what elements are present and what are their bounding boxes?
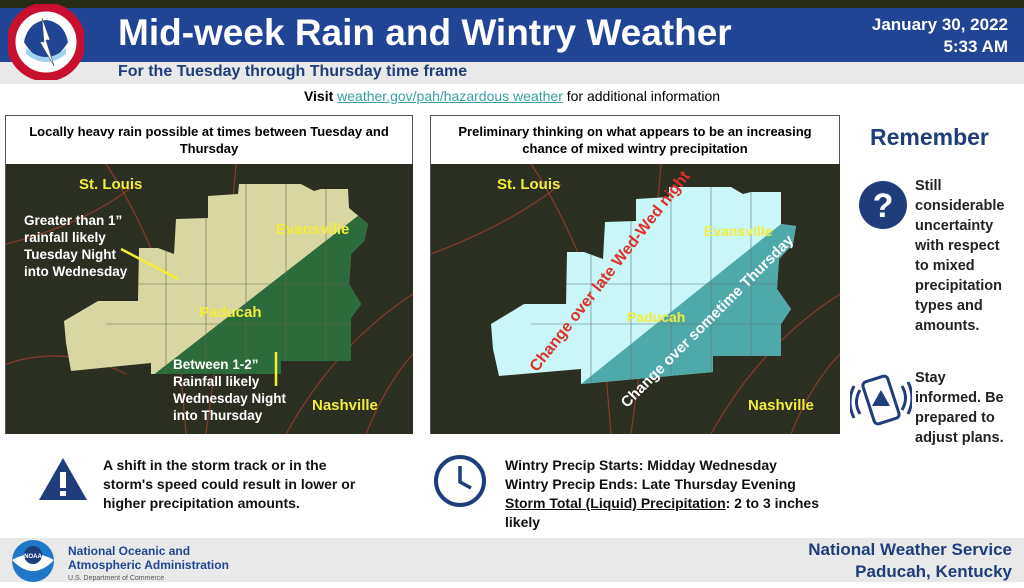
rain-panel-title: Locally heavy rain possible at times bet… — [29, 124, 389, 156]
text-line: National Oceanic and — [68, 544, 191, 558]
wintry-panel: Preliminary thinking on what appears to … — [430, 115, 840, 434]
text-line: types and — [915, 298, 983, 314]
arrow-heavy — [120, 247, 179, 281]
annotation-line: into Thursday — [173, 408, 263, 423]
nws-logo — [8, 4, 84, 80]
svg-text:?: ? — [873, 187, 894, 225]
city-st-louis: St. Louis — [497, 176, 561, 193]
text-line: amounts. — [915, 318, 980, 334]
wintry-map — [431, 164, 840, 434]
top-bar — [0, 0, 1024, 8]
warning-icon — [39, 458, 87, 500]
rain-panel: Locally heavy rain possible at times bet… — [5, 115, 413, 434]
city-evansville: Evansville — [704, 223, 773, 239]
city-evansville: Evansville — [276, 221, 350, 238]
visit-suffix: for additional information — [566, 88, 721, 104]
storm-total: Storm Total (Liquid) Precipitation: 2 to… — [505, 494, 819, 513]
city-nashville: Nashville — [748, 397, 814, 414]
visit-prefix: Visit — [303, 88, 334, 104]
remember-heading: Remember — [870, 124, 989, 150]
city-paducah: Paducah — [627, 309, 686, 325]
issue-time: 5:33 AM — [943, 37, 1008, 56]
stay-informed-text: Stay informed. Be prepared to adjust pla… — [915, 368, 1004, 448]
text-line: to mixed — [915, 258, 975, 274]
annotation-line: rainfall likely — [24, 230, 106, 245]
text-line: A shift in the storm track or in the — [103, 457, 327, 473]
subtitle-band — [0, 62, 1024, 84]
text-line: with respect — [915, 238, 1000, 254]
text-line: considerable — [915, 198, 1005, 214]
annotation-heavy: Greater than 1” rainfall likely Tuesday … — [24, 212, 127, 280]
footer — [0, 538, 1024, 582]
text-line: Atmospheric Administration — [68, 558, 229, 572]
annotation-line: Between 1-2” — [173, 357, 259, 372]
city-nashville: Nashville — [312, 397, 378, 414]
wintry-panel-title: Preliminary thinking on what appears to … — [458, 124, 812, 156]
header-banner — [0, 8, 1024, 62]
question-icon: ? — [859, 181, 907, 229]
text-line: precipitation — [915, 278, 1003, 294]
text-line: adjust plans. — [915, 430, 1004, 446]
hazardous-weather-link[interactable]: weather.gov/pah/hazardous weather — [337, 88, 563, 104]
timing-info: Wintry Precip Starts: Midday Wednesday W… — [505, 456, 819, 532]
wintry-end: Wintry Precip Ends: Late Thursday Evenin… — [505, 476, 796, 492]
annotation-line: Greater than 1” — [24, 213, 123, 228]
storm-total-label: Storm Total (Liquid) Precipitation — [505, 495, 726, 511]
text-line: National Weather Service — [808, 540, 1012, 559]
city-st-louis: St. Louis — [79, 176, 143, 193]
text-line: storm's speed could result in lower or — [103, 476, 356, 492]
issue-date: January 30, 2022 — [871, 15, 1008, 34]
storm-total-value-cont: likely — [505, 514, 541, 530]
county-lines — [531, 187, 791, 384]
annotation-line: Wednesday Night — [173, 391, 287, 406]
text-line: Paducah, Kentucky — [855, 562, 1012, 581]
annotation-line: Rainfall likely — [173, 374, 260, 389]
storm-total-value: : 2 to 3 inches — [725, 495, 819, 511]
page-title: Mid-week Rain and Wintry Weather — [118, 12, 732, 53]
text-line: Stay — [915, 370, 946, 386]
noaa-name: National Oceanic and Atmospheric Adminis… — [68, 544, 229, 586]
storm-track-warning: A shift in the storm track or in the sto… — [103, 456, 355, 513]
text-line: prepared to — [915, 410, 995, 426]
noaa-logo-text: NOAA — [24, 554, 42, 560]
clock-icon — [434, 455, 486, 507]
annotation-line: Tuesday Night — [24, 247, 117, 262]
phone-alert-icon — [850, 374, 912, 426]
visit-line: Visit weather.gov/pah/hazardous weather … — [0, 88, 1024, 104]
city-paducah: Paducah — [199, 304, 262, 321]
noaa-logo: NOAA — [12, 540, 54, 582]
moderate-rain-zone — [116, 194, 368, 374]
text-line: Still — [915, 178, 942, 194]
text-line: informed. Be — [915, 390, 1004, 406]
page-subtitle: For the Tuesday through Thursday time fr… — [118, 63, 468, 80]
uncertainty-text: Still considerable uncertainty with resp… — [915, 176, 1004, 336]
issue-datetime: January 30, 2022 5:33 AM — [872, 14, 1008, 58]
text-line: uncertainty — [915, 218, 994, 234]
annotation-line: into Wednesday — [24, 264, 128, 279]
annotation-moderate: Between 1-2” Rainfall likely Wednesday N… — [173, 356, 286, 424]
nws-office: National Weather Service Paducah, Kentuc… — [808, 539, 1012, 583]
text-line: U.S. Department of Commerce — [68, 575, 165, 582]
rain-map — [6, 164, 413, 434]
county-lines — [106, 184, 366, 374]
text-line: higher precipitation amounts. — [103, 495, 300, 511]
wintry-start: Wintry Precip Starts: Midday Wednesday — [505, 457, 777, 473]
